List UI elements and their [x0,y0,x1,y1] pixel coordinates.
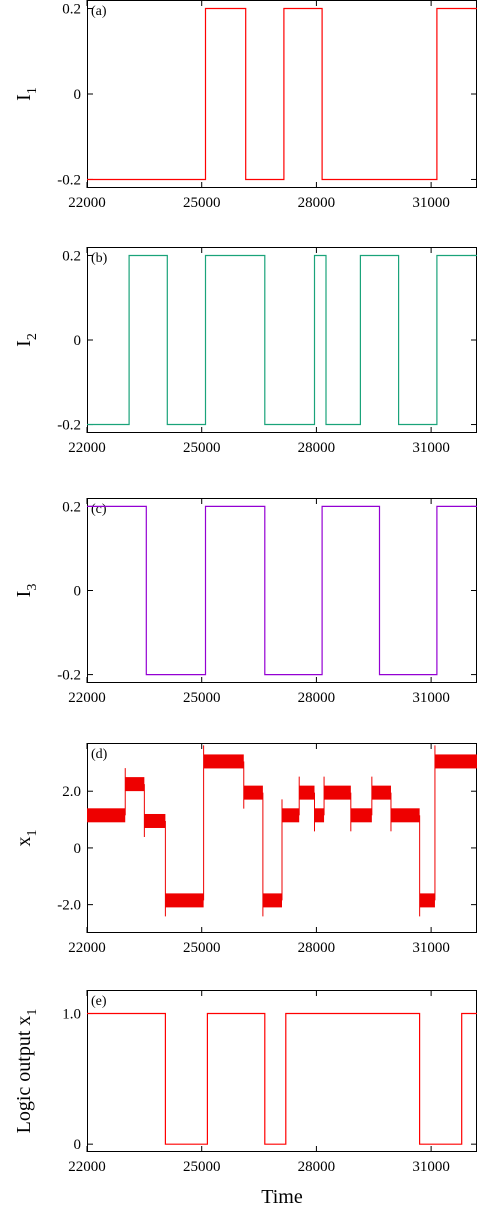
x-tick-label: 22000 [68,940,106,956]
x-tick-label: 31000 [412,690,450,706]
panel-label: (a) [91,4,107,19]
y-axis-title-main: I [13,591,35,598]
x-tick-label: 22000 [68,440,106,456]
series-line [87,7,477,181]
series-band [324,785,351,800]
x-tick-label: 28000 [298,1159,336,1175]
y-axis-title-subscript: 1 [25,830,40,837]
series-band [87,808,126,823]
y-tick-label: 0.2 [62,2,81,18]
x-tick-label: 22000 [68,690,106,706]
series-band [203,754,244,769]
y-tick-label: 0 [74,584,82,600]
panel-label: (c) [91,502,107,517]
series-band [434,754,477,769]
panel-label: (d) [91,747,108,762]
x-tick-label: 31000 [412,440,450,456]
y-axis-title-subscript: 3 [25,584,40,591]
y-tick-label: 0 [74,841,82,857]
y-axis-title: I1 [13,87,40,101]
x-tick-label: 25000 [183,440,221,456]
x-tick-label: 28000 [298,195,336,211]
plot-frame [87,247,477,433]
y-axis-title-subscript: 1 [25,1009,40,1016]
y-tick-label: 0.2 [62,499,81,515]
series-band [125,777,145,792]
x-tick-label: 31000 [412,1159,450,1175]
x-tick-label: 28000 [298,440,336,456]
series-band [390,808,420,823]
series-band [314,808,325,823]
y-axis-title: Logic output x1 [13,1009,40,1134]
y-axis-title-subscript: 2 [25,333,40,340]
y-tick-label: 0 [74,1137,82,1153]
x-axis-title: Time [261,1186,303,1208]
x-tick-label: 25000 [183,1159,221,1175]
plot-frame [87,0,477,188]
y-axis-title-main: I [13,340,35,347]
series-band [350,808,372,823]
y-axis-title-main: x [13,837,35,847]
x-tick-label: 28000 [298,690,336,706]
y-tick-label: 0 [74,87,82,103]
panel-label: (b) [91,251,108,266]
chart-panel: 22000 25000 28000 31000 0.2 0 -0.2 I3 (c) [13,498,477,706]
y-axis-title-main: I [13,94,35,101]
x-tick-label: 28000 [298,940,336,956]
chart-panel: 22000 25000 28000 31000 0.2 0 -0.2 I2 (b) [13,247,477,456]
series-line [87,1012,477,1145]
chart-panel: 22000 25000 28000 31000 1.0 0 Logic output x1 (… [13,990,477,1175]
series-band [419,893,435,908]
y-axis-title: I2 [13,333,40,347]
y-axis-title: x1 [13,830,40,847]
series-line [87,505,477,676]
y-tick-label: 2.0 [62,784,81,800]
y-tick-label: -0.2 [57,172,81,188]
x-tick-label: 25000 [183,690,221,706]
x-tick-label: 25000 [183,195,221,211]
x-tick-label: 31000 [412,195,450,211]
y-tick-label: 1.0 [62,1007,81,1023]
y-tick-label: -0.2 [57,418,81,434]
panel-label: (e) [91,994,107,1009]
x-tick-label: 25000 [183,940,221,956]
y-axis-title-main: Logic output x [13,1016,35,1134]
x-tick-label: 31000 [412,940,450,956]
x-tick-label: 22000 [68,1159,106,1175]
y-tick-label: 0 [74,333,82,349]
series-band [243,785,263,800]
series-band [144,813,166,828]
series-band [165,893,204,908]
y-axis-title-subscript: 1 [25,87,40,94]
series-line [87,254,477,426]
series-band [299,785,315,800]
y-tick-label: 0.2 [62,248,81,264]
y-axis-title: I3 [13,584,40,598]
plot-frame [87,990,477,1152]
series-band [371,785,391,800]
chart-panel: 22000 25000 28000 31000 2.0 0 -2.0 x1 (d) [13,743,477,956]
y-tick-label: -0.2 [57,668,81,684]
series-band [282,808,300,823]
series-band [262,893,282,908]
y-tick-label: -2.0 [57,898,81,914]
x-tick-label: 22000 [68,195,106,211]
chart-panel: 22000 25000 28000 31000 0.2 0 -0.2 I1 (a) [13,0,477,211]
